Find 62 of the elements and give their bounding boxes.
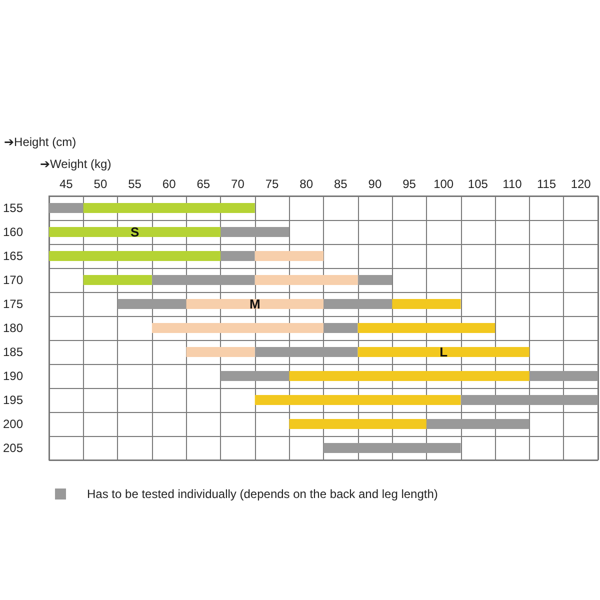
series-label: L <box>440 344 448 360</box>
x-tick-label: 45 <box>59 177 74 191</box>
bar <box>49 250 221 262</box>
bar <box>152 274 255 286</box>
x-tick-label: 105 <box>468 177 488 191</box>
bar <box>358 346 530 358</box>
x-tick-label: 85 <box>334 177 348 191</box>
y-tick-label: 155 <box>3 201 24 215</box>
bar <box>426 418 530 430</box>
bar <box>254 394 461 406</box>
x-tick-label: 90 <box>368 177 382 191</box>
bar <box>324 322 358 334</box>
bar <box>358 274 392 286</box>
x-tick-label: 60 <box>162 177 176 191</box>
x-tick-label: 70 <box>231 177 245 191</box>
bar <box>324 298 392 310</box>
x-tick-label: 95 <box>402 177 416 191</box>
bar <box>529 370 598 382</box>
bar <box>289 418 426 430</box>
x-axis-title: ➔Weight (kg) <box>40 157 112 171</box>
y-tick-label: 195 <box>3 393 24 407</box>
x-tick-label: 115 <box>536 177 556 191</box>
y-tick-label: 205 <box>3 441 24 455</box>
x-tick-label: 110 <box>502 177 522 191</box>
y-tick-label: 200 <box>3 417 24 431</box>
x-tick-label: 75 <box>265 177 280 191</box>
x-tick-label: 55 <box>128 177 142 191</box>
bar <box>49 226 221 238</box>
y-tick-label: 175 <box>3 297 24 311</box>
y-tick-label: 185 <box>3 345 24 359</box>
x-tick-label: 50 <box>94 177 108 191</box>
bar <box>392 298 461 310</box>
y-tick-label: 165 <box>3 249 24 263</box>
x-tick-label: 80 <box>300 177 314 191</box>
series-label: S <box>130 224 140 240</box>
bar <box>254 346 358 358</box>
bar <box>324 442 461 454</box>
bar <box>186 298 324 310</box>
bar <box>254 250 324 262</box>
bar <box>118 298 186 310</box>
bar <box>220 370 290 382</box>
bar <box>460 394 598 406</box>
legend-label: Has to be tested individually (depends on the back and leg length) <box>87 487 438 501</box>
x-tick-label: 120 <box>570 177 592 191</box>
bar <box>220 250 255 262</box>
bar <box>220 226 290 238</box>
bar <box>254 274 358 286</box>
y-tick-label: 180 <box>3 321 24 335</box>
y-tick-label: 190 <box>3 369 24 383</box>
bar <box>289 370 530 382</box>
bar <box>83 202 255 214</box>
bar <box>186 346 255 358</box>
bar <box>152 322 324 334</box>
y-axis-title: ➔Height (cm) <box>4 135 76 149</box>
bar <box>83 274 152 286</box>
y-tick-label: 170 <box>3 273 24 287</box>
x-tick-label: 100 <box>434 177 454 191</box>
bar <box>358 322 496 334</box>
series-label: M <box>249 296 260 312</box>
bar <box>49 202 84 214</box>
y-tick-label: 160 <box>3 225 24 239</box>
x-tick-label: 65 <box>196 177 210 191</box>
